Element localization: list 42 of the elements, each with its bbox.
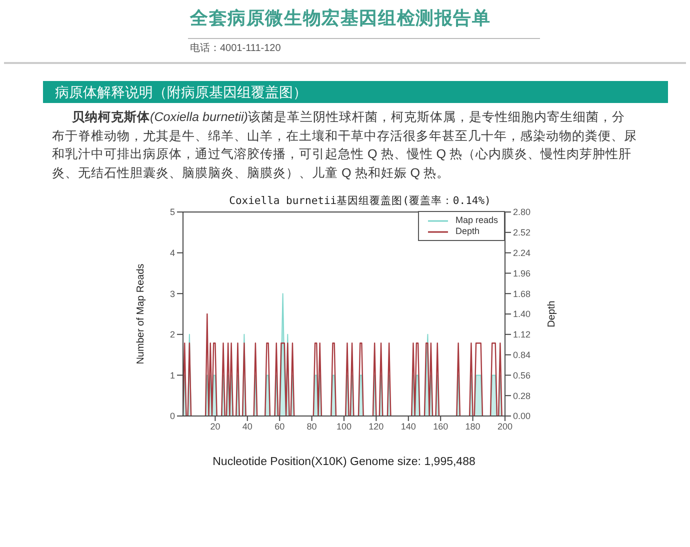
y2-tick-label: 0.00 xyxy=(513,411,531,422)
y2-tick-label: 0.56 xyxy=(513,370,531,380)
x-tick-label: 60 xyxy=(274,421,285,432)
y2-tick-label: 1.40 xyxy=(513,309,531,320)
text: (Coxiella burnetii) xyxy=(150,110,248,124)
y-tick-label: 4 xyxy=(170,248,175,258)
x-tick-label: 120 xyxy=(368,421,384,432)
y2-tick-label: 2.80 xyxy=(513,207,531,218)
y2-tick-label: 2.24 xyxy=(513,248,531,258)
y2-tick-label: 1.96 xyxy=(513,268,531,278)
text: 布于脊椎动物，尤其是牛、绵羊、山羊，在土壤和干草中存活很多年甚至几十年，感染动物的粪便、尿 xyxy=(52,128,637,144)
y-axis-title: Number of Map Reads xyxy=(136,264,147,364)
y2-axis-title: Depth xyxy=(546,300,558,328)
y2-tick-label: 2.52 xyxy=(513,228,531,238)
y-tick-label: 2 xyxy=(170,330,175,340)
text: 该菌是革兰阴性球杆菌，柯克斯体属，是专性细胞内寄生细菌，分 xyxy=(248,110,625,124)
x-tick-label: 100 xyxy=(336,421,352,432)
legend-label: Map reads xyxy=(455,215,498,226)
y2-tick-label: 0.28 xyxy=(513,390,531,401)
y2-tick-label: 0.84 xyxy=(513,350,531,360)
text: 全套病原微生物宏基因组检测报告单 xyxy=(190,7,491,30)
x-tick-label: 80 xyxy=(306,421,317,432)
x-tick-label: 180 xyxy=(465,421,480,432)
chart-title: Coxiella burnetii基因组覆盖图(覆盖率：0.14%) xyxy=(228,194,492,208)
x-tick-label: 140 xyxy=(400,421,416,432)
y-tick-label: 1 xyxy=(170,370,175,380)
x-axis-title: Nucleotide Position(X10K) Genome size: 1,995,488 xyxy=(212,456,476,468)
text: 贝纳柯克斯体 xyxy=(72,110,150,124)
x-tick-label: 40 xyxy=(242,421,252,432)
y-tick-label: 3 xyxy=(170,288,175,299)
text: 炎、无结石性胆囊炎、脑膜脑炎、脑膜炎）、儿童 Q 热和妊娠 Q 热。 xyxy=(52,164,451,182)
legend-label: Depth xyxy=(455,226,480,237)
y2-tick-label: 1.68 xyxy=(513,288,531,299)
text: 电话：4001-111-120 xyxy=(190,42,281,55)
y-tick-label: 5 xyxy=(170,207,175,218)
y2-tick-label: 1.12 xyxy=(513,330,531,340)
x-tick-label: 20 xyxy=(210,421,220,432)
text: 和乳汁中可排出病原体，通过气溶胶传播，可引起急性 Q 热、慢性 Q 热（心内膜炎、慢性肉芽肿性肝 xyxy=(52,146,632,163)
text: 病原体解释说明（附病原基因组覆盖图） xyxy=(55,84,307,102)
y-tick-label: 0 xyxy=(170,411,175,422)
x-tick-label: 160 xyxy=(433,421,448,432)
x-tick-label: 200 xyxy=(497,421,513,432)
